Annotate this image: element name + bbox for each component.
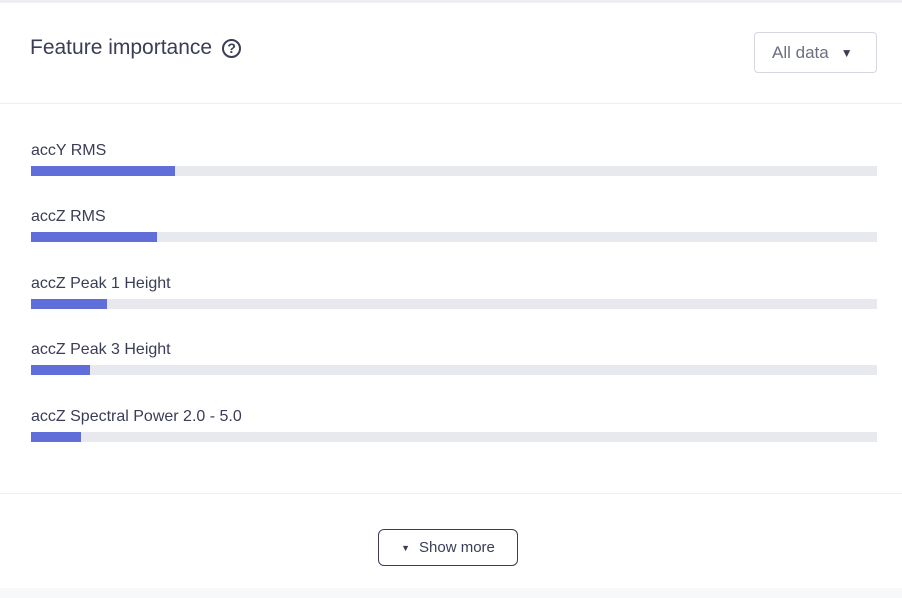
importance-bar-fill xyxy=(31,299,108,309)
feature-label: accZ Peak 3 Height xyxy=(31,341,171,358)
feature-label: accZ Spectral Power 2.0 - 5.0 xyxy=(31,408,242,425)
feature-label: accZ RMS xyxy=(31,208,106,225)
show-more-button[interactable]: ▼ Show more xyxy=(378,529,518,566)
importance-bar-track xyxy=(31,299,877,309)
importance-bar-track xyxy=(31,232,877,242)
feature-row: accZ Peak 3 Height xyxy=(31,341,877,375)
top-border xyxy=(0,0,902,3)
importance-bar-fill xyxy=(31,365,91,375)
feature-row: accZ Peak 1 Height xyxy=(31,275,877,309)
importance-bar-track xyxy=(31,166,877,176)
card-header: Feature importance ? xyxy=(30,36,242,60)
importance-bar-track xyxy=(31,365,877,375)
chevron-down-icon: ▼ xyxy=(840,45,853,60)
data-filter-select[interactable]: All data ▼ xyxy=(754,32,877,73)
caret-down-icon: ▼ xyxy=(401,542,411,553)
page-title: Feature importance xyxy=(30,36,213,59)
data-filter-value: All data xyxy=(772,42,829,62)
importance-bar-track xyxy=(31,432,877,442)
feature-label: accZ Peak 1 Height xyxy=(31,275,171,292)
importance-bar-fill xyxy=(31,432,81,442)
feature-row: accZ RMS xyxy=(31,208,877,242)
feature-row: accY RMS xyxy=(31,142,877,176)
bottom-band xyxy=(0,588,902,598)
feature-label: accY RMS xyxy=(31,142,107,159)
question-circle-icon[interactable]: ? xyxy=(222,38,242,58)
divider xyxy=(0,103,902,104)
importance-bar-fill xyxy=(31,166,175,176)
divider xyxy=(0,493,902,494)
feature-row: accZ Spectral Power 2.0 - 5.0 xyxy=(31,408,877,442)
show-more-label: Show more xyxy=(419,539,495,556)
importance-bar-fill xyxy=(31,232,158,242)
